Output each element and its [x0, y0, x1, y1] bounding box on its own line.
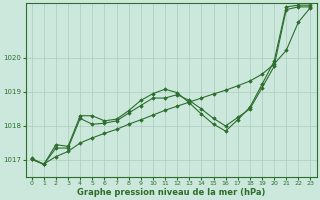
X-axis label: Graphe pression niveau de la mer (hPa): Graphe pression niveau de la mer (hPa) [77, 188, 265, 197]
